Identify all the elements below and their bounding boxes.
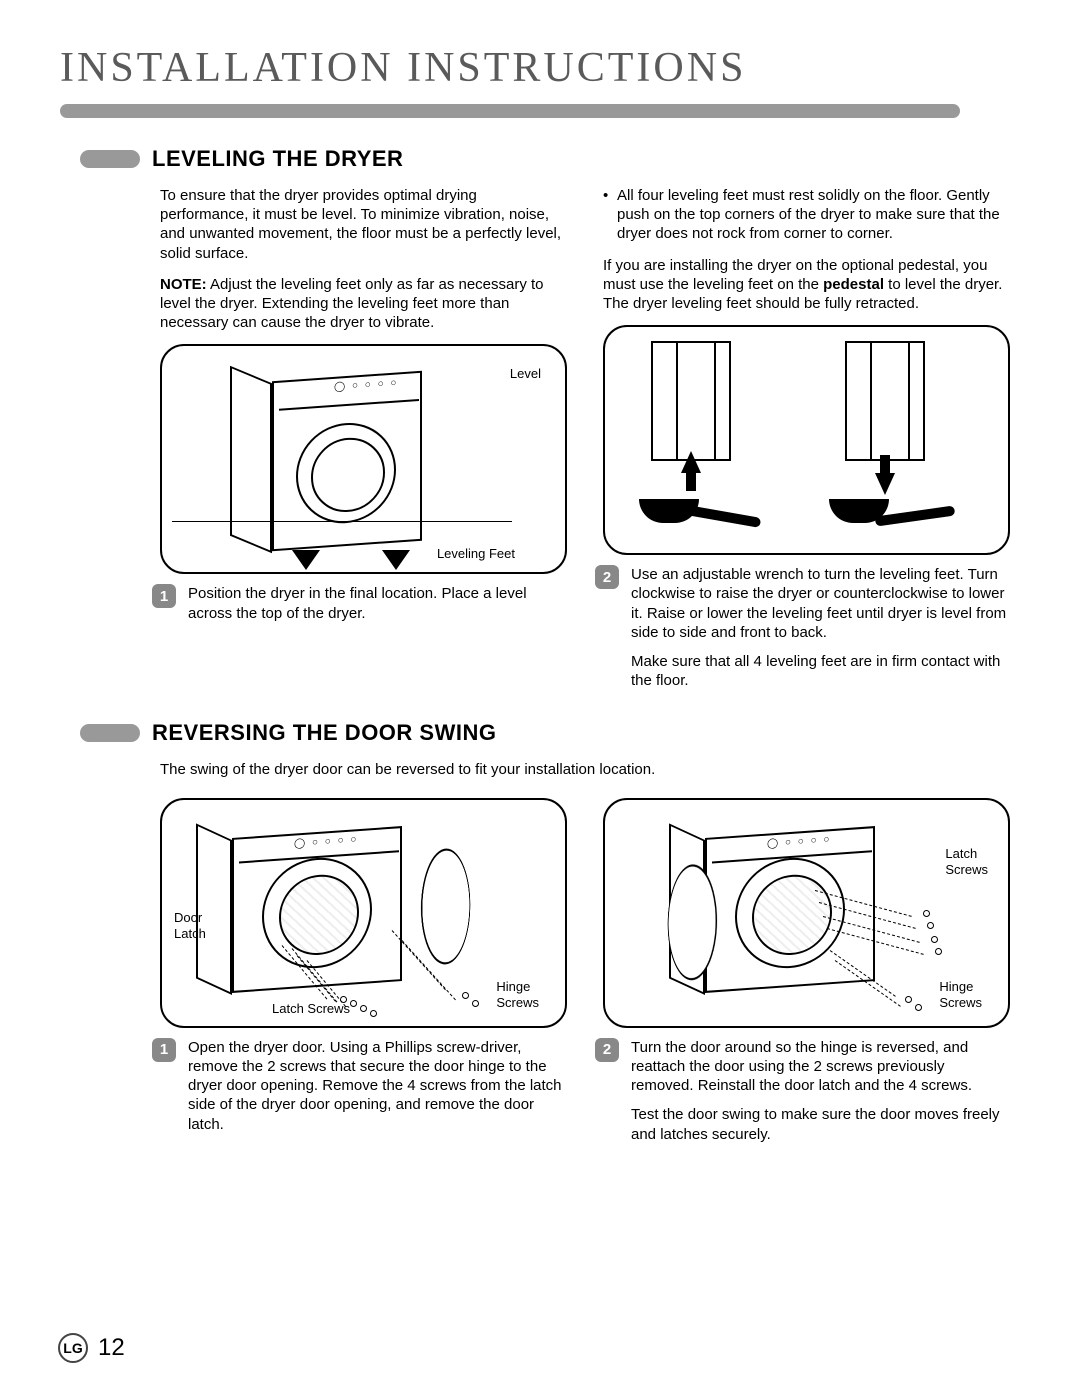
section1-left: To ensure that the dryer provides optima…: [160, 186, 567, 700]
section-reversing-header: REVERSING THE DOOR SWING: [80, 720, 1020, 746]
figure-leveling-feet: [603, 325, 1010, 555]
section-pill: [80, 150, 140, 168]
note-text: Adjust the leveling feet only as far as …: [160, 276, 544, 331]
step-badge-1: 1: [152, 584, 176, 608]
s2-step2-follow: Test the door swing to make sure the doo…: [631, 1105, 1010, 1143]
figure-dryer-level: ◯ ○ ○ ○ ○ Level Leveling Feet: [160, 344, 567, 574]
s2-step2: 2 Turn the door around so the hinge is r…: [603, 1038, 1010, 1144]
s1-step2-main: Use an adjustable wrench to turn the lev…: [631, 566, 1006, 641]
label-latch-screws-r: Latch Screws: [945, 846, 988, 879]
s1-right-p2: If you are installing the dryer on the o…: [603, 256, 1010, 314]
s2-step2-main: Turn the door around so the hinge is rev…: [631, 1039, 972, 1094]
section-reversing-title: REVERSING THE DOOR SWING: [152, 720, 496, 746]
section-leveling-header: LEVELING THE DRYER: [80, 146, 1020, 172]
page-footer: LG 12: [58, 1333, 125, 1363]
figure-door-right: ◯ ○ ○ ○ ○ Door Latch Latch Screws Hinge …: [160, 798, 567, 1028]
note-label: NOTE:: [160, 276, 207, 293]
s1-step2-follow: Make sure that all 4 leveling feet are i…: [631, 652, 1010, 690]
figure-door-left: ◯ ○ ○ ○ ○ Latch Screws Hinge Screws: [603, 798, 1010, 1028]
page-title: INSTALLATION INSTRUCTIONS: [60, 44, 1020, 92]
section2-columns: ◯ ○ ○ ○ ○ Door Latch Latch Screws Hinge …: [160, 788, 1010, 1154]
label-leveling-feet: Leveling Feet: [437, 546, 515, 563]
s1-p2-bold: pedestal: [823, 276, 884, 293]
label-door-latch: Door Latch: [174, 910, 206, 943]
label-latch-screws-l: Latch Screws: [272, 1001, 350, 1018]
s2-step1: 1 Open the dryer door. Using a Phillips …: [160, 1038, 567, 1134]
section2-right: ◯ ○ ○ ○ ○ Latch Screws Hinge Screws 2 Tu…: [603, 788, 1010, 1154]
s1-right-bullet: All four leveling feet must rest solidly…: [603, 186, 1010, 244]
label-hinge-screws-r: Hinge Screws: [939, 979, 982, 1012]
s2-step2-text: Turn the door around so the hinge is rev…: [631, 1038, 1010, 1144]
section1-right: All four leveling feet must rest solidly…: [603, 186, 1010, 700]
step-badge-s2-1: 1: [152, 1038, 176, 1062]
page-number: 12: [98, 1334, 125, 1362]
section-pill-2: [80, 724, 140, 742]
section2-left: ◯ ○ ○ ○ ○ Door Latch Latch Screws Hinge …: [160, 788, 567, 1154]
s1-step1: 1 Position the dryer in the final locati…: [160, 584, 567, 622]
step-badge-2: 2: [595, 565, 619, 589]
s1-step1-text: Position the dryer in the final location…: [188, 584, 567, 622]
s1-step2: 2 Use an adjustable wrench to turn the l…: [603, 565, 1010, 690]
step-badge-s2-2: 2: [595, 1038, 619, 1062]
s1-left-p1: To ensure that the dryer provides optima…: [160, 186, 567, 263]
s2-step1-text: Open the dryer door. Using a Phillips sc…: [188, 1038, 567, 1134]
lg-logo-icon: LG: [58, 1333, 88, 1363]
label-hinge-screws-l: Hinge Screws: [496, 979, 539, 1012]
section1-columns: To ensure that the dryer provides optima…: [160, 186, 1010, 700]
s1-step2-text: Use an adjustable wrench to turn the lev…: [631, 565, 1010, 690]
label-level: Level: [510, 366, 541, 383]
section2-intro: The swing of the dryer door can be rever…: [160, 760, 1010, 780]
section-leveling-title: LEVELING THE DRYER: [152, 146, 403, 172]
title-bar: [60, 104, 960, 118]
s1-left-note: NOTE: Adjust the leveling feet only as f…: [160, 275, 567, 333]
